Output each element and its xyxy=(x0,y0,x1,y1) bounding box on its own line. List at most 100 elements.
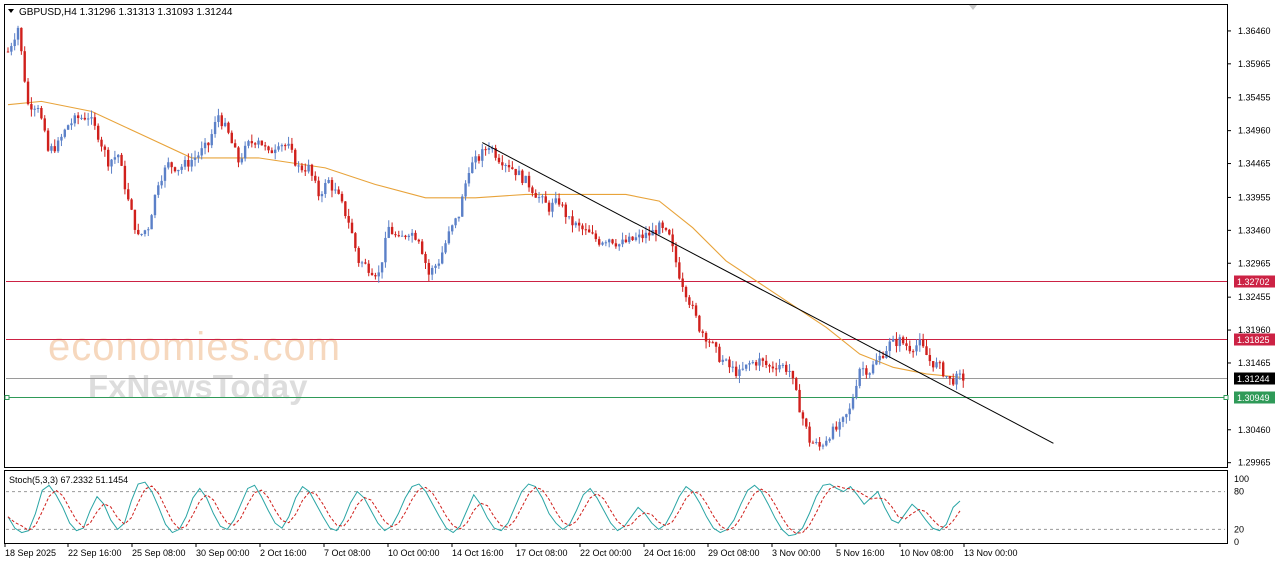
candle-bull xyxy=(491,148,494,150)
candle-bear xyxy=(881,355,885,358)
time-tick-label: 17 Oct 08:00 xyxy=(516,548,568,558)
candle-bull xyxy=(434,265,437,268)
candle-bull xyxy=(153,194,157,216)
shift-marker-icon[interactable] xyxy=(969,5,977,10)
price-labels: 1.32702 1.31825 1.31244 1.30949 xyxy=(1234,275,1275,404)
time-axis: 18 Sep 2025 22 Sep 16:00 25 Sep 08:00 30 Se… xyxy=(4,543,1018,558)
candle-bear xyxy=(928,355,932,362)
candle-bear xyxy=(123,165,127,190)
candle-bull xyxy=(380,262,384,273)
candle-bull xyxy=(461,196,464,217)
candle-bull xyxy=(110,159,113,167)
candle-bear xyxy=(925,346,928,356)
candle-bear xyxy=(127,189,130,200)
candle-bear xyxy=(484,149,487,151)
candle-bear xyxy=(908,345,911,352)
candle-bear xyxy=(260,140,264,146)
candle-bull xyxy=(474,156,477,163)
candle-bull xyxy=(86,118,90,120)
candle-bear xyxy=(901,337,905,344)
price-label-box xyxy=(1234,333,1275,346)
candle-bull xyxy=(825,440,828,446)
level-handle-right xyxy=(1223,395,1229,400)
candle-bear xyxy=(233,143,237,148)
candle-bull xyxy=(537,197,541,199)
candle-bull xyxy=(945,376,948,378)
candle-bull xyxy=(203,142,207,149)
candle-bull xyxy=(821,445,825,447)
price-tick-label: 1.34465 xyxy=(1238,159,1271,169)
time-tick-label: 10 Nov 08:00 xyxy=(900,548,954,558)
price-label-box xyxy=(1234,275,1275,288)
candle-bear xyxy=(577,222,581,226)
candle-bear xyxy=(76,115,80,119)
time-tick-label: 3 Nov 00:00 xyxy=(772,548,821,558)
candle-bull xyxy=(16,27,20,40)
candle-bull xyxy=(117,154,120,158)
candle-bull xyxy=(400,235,404,237)
candle-bear xyxy=(952,378,955,385)
main-chart-frame xyxy=(4,4,1228,468)
candle-bull xyxy=(451,225,454,232)
candle-bull xyxy=(644,232,648,239)
candle-bull xyxy=(257,140,260,145)
candle-bear xyxy=(20,27,23,52)
candle-bear xyxy=(314,175,317,181)
candle-bear xyxy=(544,196,547,203)
candle-bear xyxy=(581,225,584,230)
candle-bear xyxy=(648,232,651,236)
candle-bull xyxy=(858,368,861,386)
price-axis: 1.36460 1.35965 1.35455 1.34960 1.34465 1.339… xyxy=(1227,26,1271,468)
candle-bull xyxy=(748,363,751,365)
candle-bear xyxy=(26,81,30,105)
candle-bull xyxy=(163,167,167,181)
candle-bull xyxy=(324,183,327,195)
candle-bear xyxy=(557,198,561,205)
candle-bear xyxy=(317,180,320,197)
candle-bull xyxy=(604,242,608,244)
candle-bear xyxy=(347,216,350,223)
candle-bull xyxy=(147,229,150,231)
candle-bull xyxy=(243,145,247,159)
chart-menu-triangle-icon[interactable] xyxy=(8,9,14,13)
moving-average-path xyxy=(7,100,960,378)
candle-bear xyxy=(414,232,417,240)
candle-bull xyxy=(387,226,390,238)
time-tick-label: 14 Oct 16:00 xyxy=(452,548,504,558)
candle-bull xyxy=(554,198,557,203)
horizontal-levels xyxy=(4,281,1229,400)
oscillator-tick-label: 0 xyxy=(1234,537,1239,547)
candle-bear xyxy=(40,108,43,119)
candle-bull xyxy=(430,267,434,275)
time-tick-label: 24 Oct 16:00 xyxy=(644,548,696,558)
watermark-logo-fxnewstoday: FxNewsToday xyxy=(88,368,308,405)
candle-bear xyxy=(811,442,815,444)
candle-bull xyxy=(407,235,410,238)
candle-bull xyxy=(487,148,491,150)
candle-bear xyxy=(895,338,898,347)
candle-bear xyxy=(714,342,718,347)
candle-bear xyxy=(133,209,137,230)
candle-bull xyxy=(481,149,484,161)
candle-bear xyxy=(591,232,594,234)
candle-bear xyxy=(704,332,708,342)
candle-bear xyxy=(237,147,240,163)
candle-bull xyxy=(167,162,170,168)
candle-bear xyxy=(227,122,230,133)
candle-bull xyxy=(638,234,641,238)
candle-bear xyxy=(818,442,821,447)
candle-bull xyxy=(744,364,748,369)
candle-bear xyxy=(100,139,103,147)
candle-bull xyxy=(524,175,527,183)
candle-bear xyxy=(962,373,965,381)
candle-bear xyxy=(103,146,107,150)
trendline[interactable] xyxy=(482,142,1054,444)
candle-bull xyxy=(223,122,227,127)
candle-bear xyxy=(494,148,497,158)
candle-bull xyxy=(183,159,187,167)
candle-bull xyxy=(377,272,380,277)
candle-bear xyxy=(708,341,711,343)
candle-bear xyxy=(230,132,233,144)
candle-bear xyxy=(417,239,421,242)
